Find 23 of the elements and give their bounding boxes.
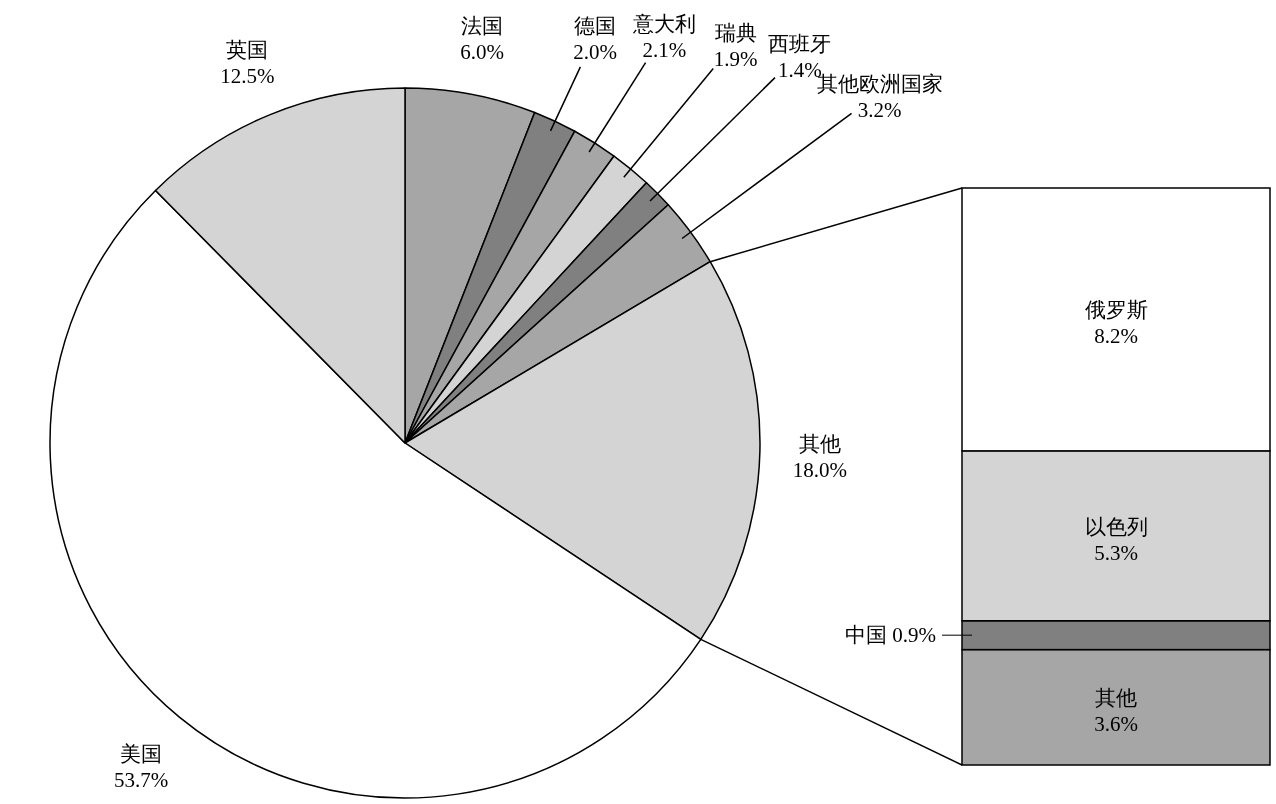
text: 中国 0.9% <box>845 623 936 648</box>
data-label: 8.2% <box>1094 324 1138 349</box>
slice-label: 美国 <box>120 742 163 767</box>
data-label: 1.9% <box>713 46 758 71</box>
data-label: 3.2% <box>857 97 902 122</box>
slice-label: 法国 <box>461 14 504 39</box>
data-label: 2.0% <box>573 40 618 65</box>
series-label: 其他 <box>1095 686 1137 711</box>
data-label: 18.0% <box>792 458 847 483</box>
slice-label: 英国 <box>226 38 269 63</box>
slice-label: 西班牙 <box>768 32 832 57</box>
data-label: 5.3% <box>1094 540 1138 565</box>
slice-label: 德国 <box>574 14 617 39</box>
slice-label: 意大利 <box>631 12 696 37</box>
data-label: 6.0% <box>460 40 505 65</box>
data-label: 53.7% <box>114 768 169 793</box>
slice-label: 其他 <box>798 432 841 457</box>
data-label: 3.6% <box>1094 712 1138 737</box>
series-label: 俄罗斯 <box>1084 298 1148 323</box>
series-label: 以色列 <box>1084 514 1148 539</box>
data-label: 12.5% <box>220 64 275 89</box>
data-label: 2.1% <box>642 38 687 63</box>
slice-label: 瑞典 <box>714 20 757 45</box>
